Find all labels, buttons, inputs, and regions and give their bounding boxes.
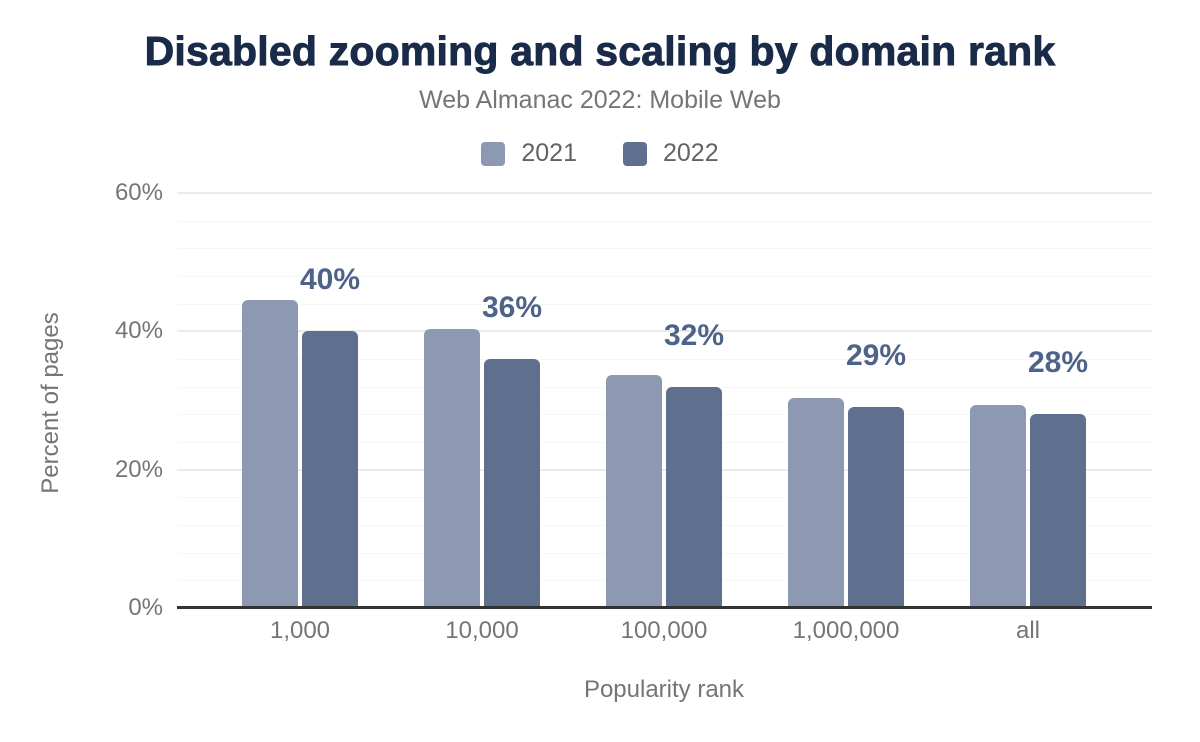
bar-2021-1000 [242, 299, 298, 608]
minor-gridline [177, 220, 1152, 222]
chart-title: Disabled zooming and scaling by domain r… [144, 28, 1056, 75]
minor-gridline [177, 303, 1152, 305]
minor-gridline [177, 525, 1152, 526]
legend-label: 2022 [663, 139, 719, 167]
legend-swatch-icon [623, 141, 647, 166]
major-gridline [177, 330, 1152, 333]
bar-2022-1000 [302, 331, 358, 608]
y-tick-label: 60% [114, 179, 163, 206]
data-label-2022-10000: 36% [481, 291, 543, 324]
data-label-2022-1000000: 29% [845, 339, 907, 373]
x-tick-label: 10,000 [445, 617, 519, 644]
data-label-2022-all: 28% [1027, 346, 1089, 380]
minor-gridline [177, 414, 1152, 416]
x-axis-line [177, 606, 1152, 609]
plot-area: 40% 36% 32% 29% 28% [177, 192, 1152, 609]
legend-item-2022: 2022 [623, 139, 719, 168]
minor-gridline [177, 497, 1152, 499]
minor-gridline [177, 386, 1152, 388]
x-tick-label: 1,000,000 [792, 617, 900, 644]
data-label-2022-100000: 32% [663, 318, 725, 352]
x-tick-label: 1,000 [269, 617, 331, 644]
y-tick-label: 40% [114, 317, 163, 345]
x-axis-title: Popularity rank [583, 676, 745, 703]
minor-gridline [177, 248, 1152, 250]
x-tick-label: 100,000 [620, 617, 708, 644]
bar-2021-10000 [424, 328, 480, 608]
chart-subtitle: Web Almanac 2022: Mobile Web [419, 86, 781, 114]
minor-gridline [177, 580, 1152, 582]
major-gridline [177, 468, 1152, 471]
minor-gridline [177, 442, 1152, 443]
legend: 2021 2022 [0, 139, 1200, 168]
major-gridline [177, 192, 1152, 194]
bar-2022-1000000 [848, 407, 904, 608]
bar-2022-all [1030, 414, 1086, 608]
y-tick-label: 0% [128, 594, 163, 621]
x-tick-label: all [1015, 617, 1040, 644]
y-tick-label: 20% [114, 455, 163, 483]
legend-swatch-icon [481, 141, 506, 166]
minor-gridline [177, 359, 1152, 360]
data-label-2022-1000: 40% [299, 263, 361, 297]
y-axis-title: Percent of pages [37, 312, 64, 494]
minor-gridline [177, 552, 1152, 554]
legend-item-2021: 2021 [481, 139, 577, 168]
minor-gridline [177, 276, 1152, 277]
bar-2022-10000 [484, 359, 540, 608]
bar-2021-all [970, 405, 1026, 608]
bar-2021-1000000 [788, 398, 844, 608]
bar-2022-100000 [666, 386, 722, 608]
legend-label: 2021 [521, 139, 577, 167]
bar-2021-100000 [606, 374, 662, 608]
